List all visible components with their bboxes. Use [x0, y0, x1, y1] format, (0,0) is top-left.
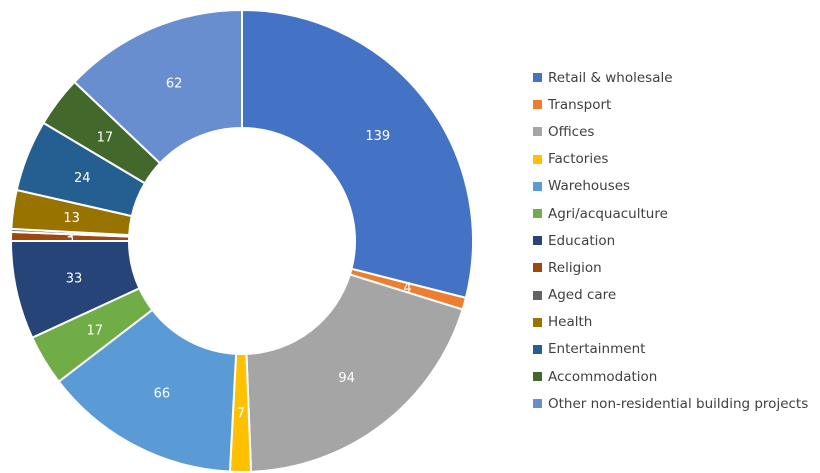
- legend-label: Aged care: [548, 287, 617, 304]
- legend-label: Religion: [548, 259, 602, 276]
- legend-label: Accommodation: [548, 368, 658, 385]
- legend-item: Other non-residential building projects: [533, 390, 818, 417]
- legend-label: Warehouses: [548, 178, 631, 195]
- legend-item: Agri/acquaculture: [533, 200, 818, 227]
- slice-value-label: 13: [63, 211, 80, 226]
- slice-value-label: 66: [154, 387, 171, 402]
- legend-item: Religion: [533, 254, 818, 281]
- legend-swatch: [533, 344, 542, 354]
- legend-item: Factories: [533, 146, 818, 173]
- slice-value-label: 24: [74, 171, 91, 186]
- legend-item: Education: [533, 227, 818, 254]
- legend-item: Warehouses: [533, 173, 818, 200]
- slice-value-label: 7: [237, 406, 245, 421]
- slice-value-label: 4: [403, 281, 411, 296]
- legend-item: Accommodation: [533, 363, 818, 390]
- slice-12: [73, 8, 243, 165]
- legend-label: Transport: [548, 96, 612, 113]
- legend-label: Education: [548, 232, 616, 249]
- slice-2: [245, 273, 464, 473]
- legend-label: Other non-residential building projects: [548, 395, 809, 412]
- legend-swatch: [533, 100, 542, 110]
- legend: Retail & wholesale Transport Offices Factor…: [533, 64, 818, 417]
- legend-swatch: [533, 181, 542, 191]
- slice-0: [241, 8, 474, 300]
- legend-swatch: [533, 154, 542, 164]
- legend-item: Entertainment: [533, 336, 818, 363]
- legend-label: Factories: [548, 151, 609, 168]
- legend-swatch: [533, 399, 542, 409]
- legend-label: Health: [548, 314, 593, 331]
- legend-swatch: [533, 263, 542, 273]
- legend-item: Offices: [533, 118, 818, 145]
- legend-swatch: [533, 127, 542, 137]
- legend-item: Transport: [533, 91, 818, 118]
- legend-swatch: [533, 236, 542, 246]
- legend-label: Entertainment: [548, 341, 646, 358]
- legend-item: Aged care: [533, 282, 818, 309]
- legend-swatch: [533, 317, 542, 327]
- legend-label: Retail & wholesale: [548, 69, 673, 86]
- slice-value-label: 62: [166, 76, 183, 91]
- legend-swatch: [533, 372, 542, 382]
- slice-value-label: 33: [66, 271, 83, 286]
- legend-item: Retail & wholesale: [533, 64, 818, 91]
- legend-swatch: [533, 290, 542, 300]
- slice-value-label: 17: [97, 131, 114, 146]
- slice-value-label: 1: [66, 227, 74, 242]
- legend-label: Agri/acquaculture: [548, 205, 668, 222]
- slice-value-label: 17: [86, 323, 103, 338]
- legend-swatch: [533, 209, 542, 219]
- legend-item: Health: [533, 309, 818, 336]
- legend-swatch: [533, 73, 542, 83]
- slice-value-label: 139: [365, 129, 390, 144]
- slice-value-label: 3: [66, 231, 74, 246]
- slice-value-label: 94: [338, 371, 355, 386]
- legend-label: Offices: [548, 123, 595, 140]
